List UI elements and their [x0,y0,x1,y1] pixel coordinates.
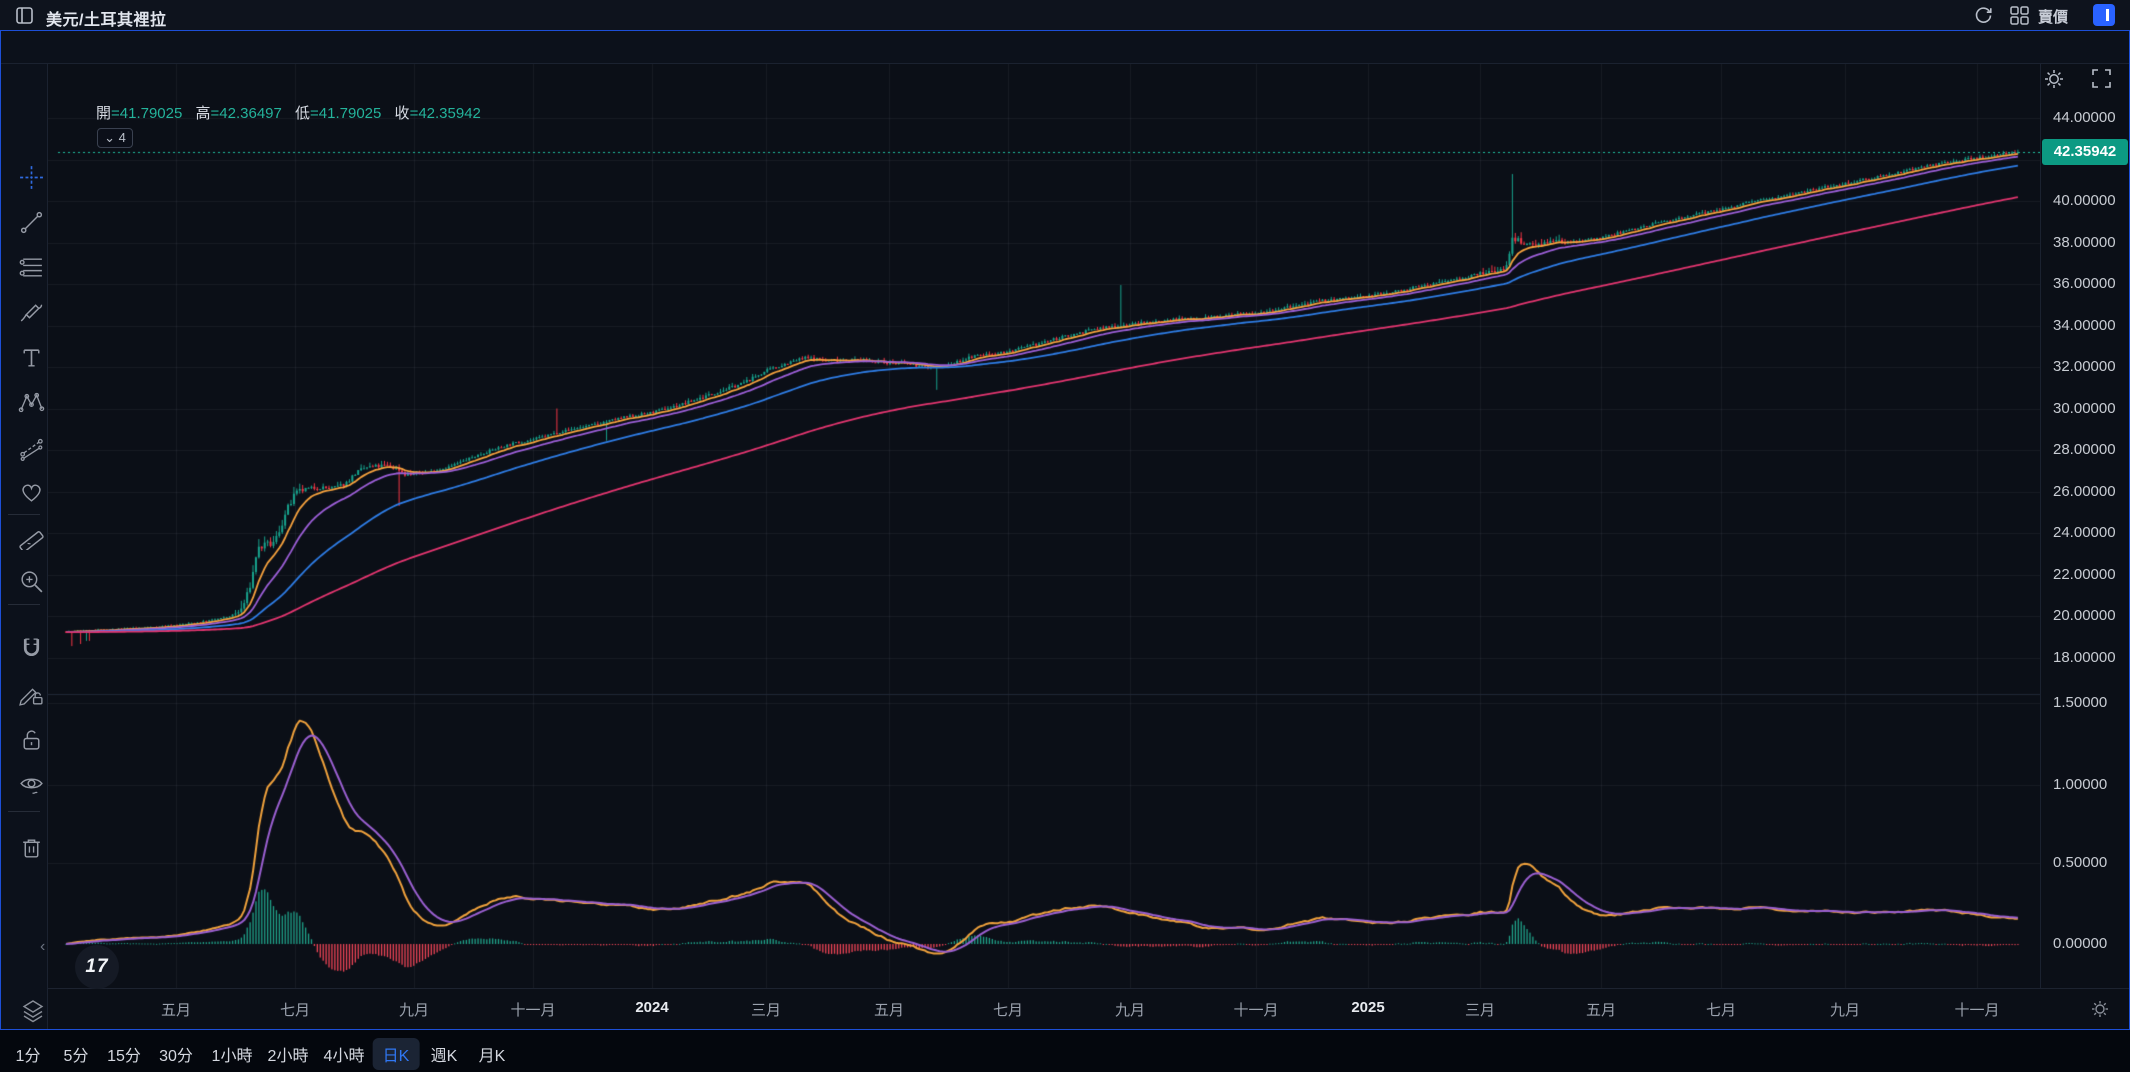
time-tick-month-label: 七月 [1705,1002,1737,1019]
chart-toolbar: 天 ƒx技術指標 ↶ ↷ [0,31,2130,91]
last-price-badge: 42.35942 [2042,139,2128,165]
time-tick-month-label: 十一月 [1233,1002,1279,1019]
price-tick-label: 44.00000 [2053,109,2116,126]
time-tick-month-label: 五月 [1585,1002,1617,1019]
time-tick-year-label: 2025 [1351,999,1385,1016]
xabcd-pattern-tool-icon[interactable] [18,389,45,416]
price-tick-label: 40.00000 [2053,192,2116,209]
price-tick-label: 0.50000 [2053,854,2108,871]
settings-gear-icon[interactable] [2044,69,2064,89]
tradingview-logo[interactable]: 17 [75,945,119,989]
remove-drawings-trash-icon[interactable] [18,835,45,862]
time-tick-month-label: 五月 [873,1002,905,1019]
drawing-toolbar [0,64,48,1029]
crosshair-tool-icon[interactable] [18,164,45,191]
right-panel-toggle-icon[interactable] [2093,4,2115,26]
sidebar-divider [8,604,40,605]
ohlc-legend: 開=41.79025 高=42.36497 低=41.79025 收=42.35… [96,102,481,123]
price-tick-label: 34.00000 [2053,316,2116,334]
zoom-in-tool-icon[interactable] [18,568,45,595]
high-value: =42.36497 [210,105,282,122]
text-tool-icon[interactable] [18,344,45,371]
pane-collapse-arrow[interactable]: ‹ [40,938,46,955]
chart-canvas[interactable] [48,64,2040,988]
price-tick-label: 32.00000 [2053,358,2116,375]
sidebar-divider [8,514,40,515]
fib-retracement-tool-icon[interactable] [18,254,45,281]
time-tick-month-label: 三月 [1464,1002,1496,1019]
price-tick-label: 0.00000 [2053,935,2108,952]
price-axis[interactable]: 44.0000042.0000040.0000038.0000036.00000… [2040,64,2130,988]
time-tick-month-label: 七月 [279,1002,311,1019]
timeframe-button[interactable]: 15分 [107,1048,141,1065]
time-tick-month-label: 十一月 [1954,1002,2000,1019]
trend-line-tool-icon[interactable] [18,209,45,236]
object-tree-layers-icon[interactable] [20,998,46,1024]
timeframe-button[interactable]: 月K [478,1048,506,1065]
magnet-tool-icon[interactable] [18,636,45,663]
ask-price-label[interactable]: 賣價 [2038,9,2069,26]
timeframe-button[interactable]: 週K [430,1048,458,1065]
time-tick-month-label: 十一月 [510,1002,556,1019]
symbol-title: 美元/土耳其裡拉 [46,12,167,29]
close-label: 收 [394,105,410,122]
time-tick-year-label: 2024 [635,999,669,1016]
price-tick-label: 24.00000 [2053,524,2116,541]
price-tick-label: 26.00000 [2053,482,2116,500]
projection-tool-icon[interactable] [18,434,45,461]
low-label: 低 [295,105,311,122]
layout-grid-icon[interactable] [2010,6,2029,25]
price-tick-label: 1.00000 [2053,776,2108,793]
indicators-collapse-button[interactable]: ⌄ 4 [97,128,133,148]
price-tick-label: 18.00000 [2053,648,2116,666]
low-value: =41.79025 [310,105,382,122]
open-value: =41.79025 [111,105,183,122]
timeframe-button[interactable]: 日K [372,1038,420,1070]
timeframe-bar: 1分 5分 15分 30分 1小時 2小時 4小時 日K 週K 月K [0,1030,2130,1072]
time-axis-settings-gear-icon[interactable] [2090,999,2110,1019]
price-tick-label: 1.50000 [2053,694,2108,711]
panel-toggle-icon[interactable] [16,7,33,24]
header-bar: 美元/土耳其裡拉 賣價 [0,0,2130,30]
time-tick-month-label: 五月 [160,1002,192,1019]
price-tick-label: 38.00000 [2053,233,2116,251]
price-tick-label: 28.00000 [2053,441,2116,458]
time-tick-month-label: 九月 [398,1002,430,1019]
brush-tool-icon[interactable] [18,299,45,326]
price-tick-label: 20.00000 [2053,607,2116,624]
sidebar-divider [8,811,40,812]
fullscreen-icon[interactable] [2092,69,2111,88]
timeframe-button[interactable]: 1小時 [211,1048,253,1065]
timeframe-button[interactable]: 4小時 [323,1048,365,1065]
timeframe-button[interactable]: 30分 [159,1048,193,1065]
time-axis[interactable]: 五月 七月 九月 十一月 2024 三月 五月 七月 九月 十一月 2025 三月 五月 七月 九月 十一月 [48,988,2130,1029]
timeframe-button[interactable]: 5分 [63,1048,89,1065]
time-tick-month-label: 九月 [1829,1002,1861,1019]
timeframe-button[interactable]: 1分 [15,1048,41,1065]
time-tick-month-label: 三月 [750,1002,782,1019]
time-tick-month-label: 七月 [992,1002,1024,1019]
timeframe-button[interactable]: 2小時 [267,1048,309,1065]
open-label: 開 [96,105,112,122]
drawing-mode-lock-icon[interactable] [18,681,45,708]
high-label: 高 [195,105,211,122]
measure-ruler-tool-icon[interactable] [18,523,45,550]
price-tick-label: 22.00000 [2053,565,2116,583]
price-tick-label: 30.00000 [2053,399,2116,417]
emoji-heart-tool-icon[interactable] [18,479,45,506]
refresh-icon[interactable] [1974,6,1993,25]
price-tick-label: 36.00000 [2053,275,2116,292]
time-tick-month-label: 九月 [1114,1002,1146,1019]
hide-drawings-eye-icon[interactable] [18,771,45,798]
lock-all-icon[interactable] [18,726,45,753]
close-value: =42.35942 [409,105,481,122]
